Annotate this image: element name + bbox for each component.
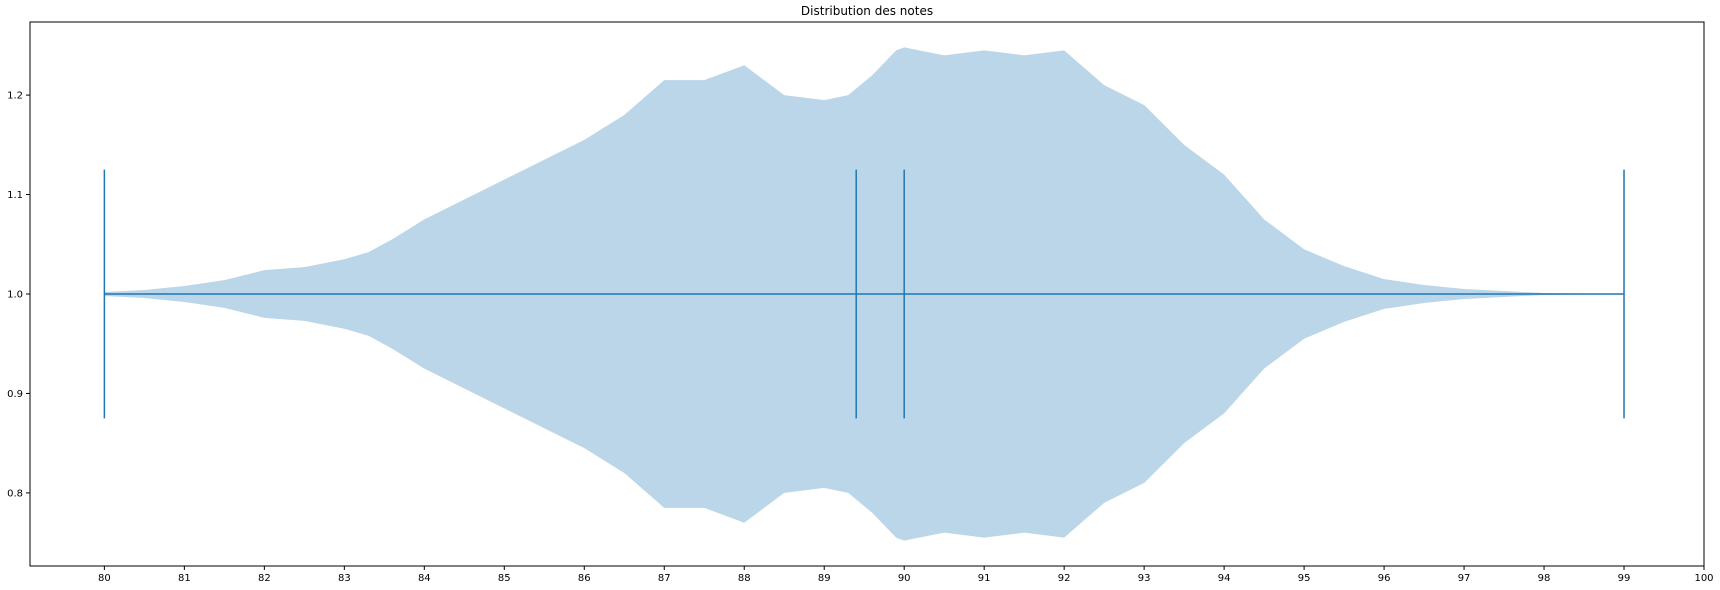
y-tick-label: 0.8 bbox=[7, 488, 23, 499]
x-tick-label: 80 bbox=[98, 573, 111, 584]
x-tick-label: 95 bbox=[1298, 573, 1311, 584]
x-tick-label: 82 bbox=[258, 573, 271, 584]
x-tick-label: 90 bbox=[898, 573, 911, 584]
x-tick-label: 89 bbox=[818, 573, 831, 584]
y-tick-label: 1.0 bbox=[7, 290, 23, 301]
x-tick-label: 99 bbox=[1618, 573, 1631, 584]
x-tick-label: 94 bbox=[1218, 573, 1231, 584]
x-tick-label: 86 bbox=[578, 573, 591, 584]
x-tick-label: 88 bbox=[738, 573, 751, 584]
x-tick-label: 91 bbox=[978, 573, 991, 584]
y-tick-label: 0.9 bbox=[7, 389, 23, 400]
x-tick-label: 92 bbox=[1058, 573, 1071, 584]
x-tick-label: 93 bbox=[1138, 573, 1151, 584]
x-tick-label: 100 bbox=[1694, 573, 1713, 584]
x-tick-label: 85 bbox=[498, 573, 511, 584]
y-tick-label: 1.1 bbox=[7, 190, 23, 201]
x-tick-label: 84 bbox=[418, 573, 431, 584]
x-tick-label: 97 bbox=[1458, 573, 1471, 584]
x-tick-label: 81 bbox=[178, 573, 191, 584]
y-tick-label: 1.2 bbox=[7, 91, 23, 102]
x-tick-label: 83 bbox=[338, 573, 351, 584]
x-tick-label: 87 bbox=[658, 573, 671, 584]
chart-title: Distribution des notes bbox=[801, 4, 933, 18]
x-tick-label: 96 bbox=[1378, 573, 1391, 584]
x-tick-label: 98 bbox=[1538, 573, 1551, 584]
